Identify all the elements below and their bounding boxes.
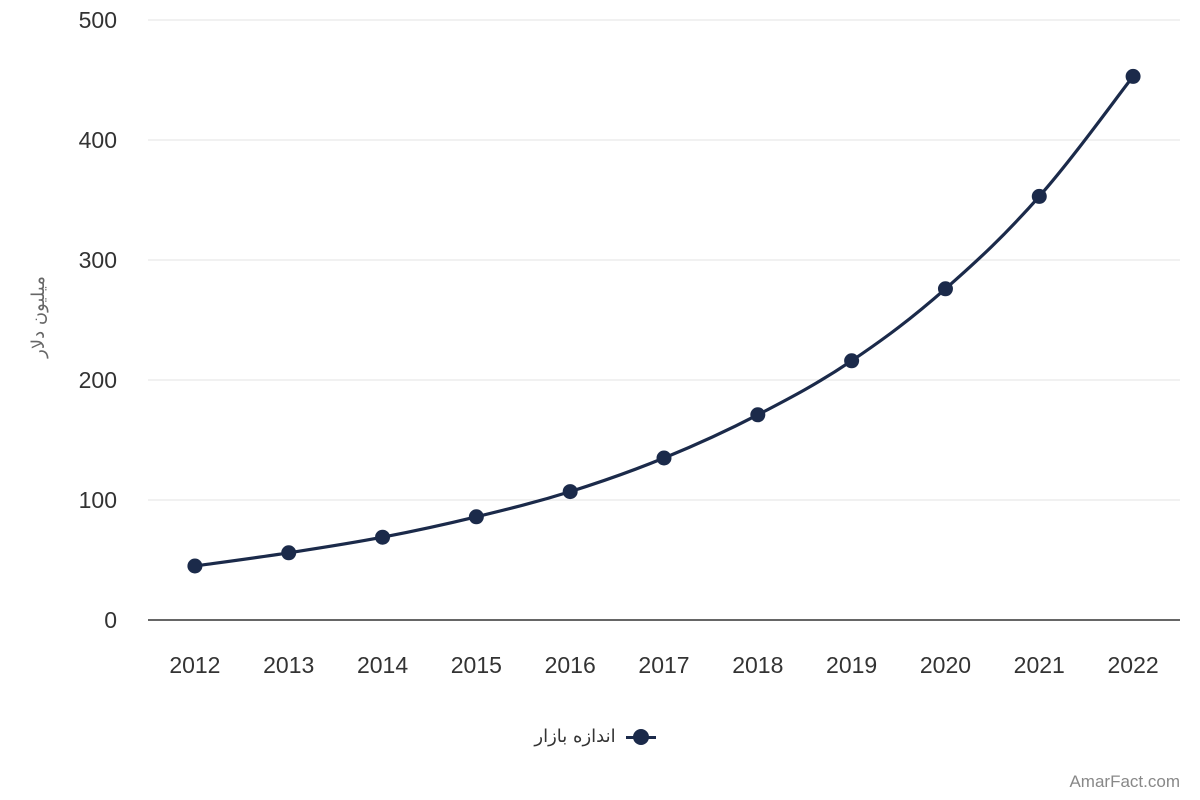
legend-marker-icon — [625, 727, 656, 747]
y-axis-title: میلیون دلار — [28, 276, 49, 359]
data-point[interactable] — [750, 407, 766, 423]
gridlines — [148, 19, 1180, 501]
y-tick-label: 100 — [79, 487, 117, 513]
data-point[interactable] — [1125, 68, 1141, 84]
data-point[interactable] — [187, 558, 203, 574]
x-tick-label: 2013 — [263, 652, 314, 678]
x-tick-label: 2020 — [920, 652, 971, 678]
data-point[interactable] — [375, 529, 391, 545]
x-tick-label: 2017 — [638, 652, 689, 678]
x-tick-label: 2016 — [545, 652, 596, 678]
x-tick-label: 2015 — [451, 652, 502, 678]
data-point[interactable] — [468, 509, 484, 525]
series-layer — [187, 68, 1141, 574]
data-point[interactable] — [562, 484, 578, 500]
y-tick-label: 500 — [79, 7, 117, 33]
y-tick-label: 400 — [79, 127, 117, 153]
x-axis-ticks: 2012 2013 2014 2015 2016 2017 2018 2019 2020 2021… — [169, 652, 1158, 678]
y-tick-label: 0 — [104, 607, 117, 633]
x-tick-label: 2022 — [1108, 652, 1159, 678]
data-point[interactable] — [656, 450, 672, 466]
y-tick-label: 200 — [79, 367, 117, 393]
x-tick-label: 2014 — [357, 652, 408, 678]
legend-label: اندازه بازار — [534, 726, 616, 747]
y-axis-ticks: 0 100 200 300 400 500 — [79, 7, 117, 633]
x-tick-label: 2012 — [169, 652, 220, 678]
data-point[interactable] — [1031, 188, 1047, 204]
data-point[interactable] — [937, 281, 953, 297]
data-point[interactable] — [281, 545, 297, 561]
y-tick-label: 300 — [79, 247, 117, 273]
legend[interactable]: اندازه بازار — [0, 726, 1190, 747]
watermark: AmarFact.com — [1069, 772, 1180, 791]
x-tick-label: 2018 — [732, 652, 783, 678]
data-point[interactable] — [844, 353, 860, 369]
x-tick-label: 2021 — [1014, 652, 1065, 678]
series-line — [194, 75, 1135, 568]
x-tick-label: 2019 — [826, 652, 877, 678]
